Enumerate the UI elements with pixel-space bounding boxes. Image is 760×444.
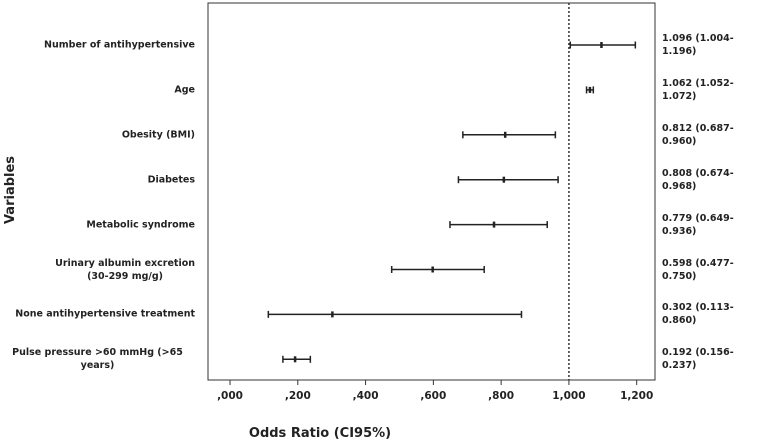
x-tick-label: 1,200: [620, 390, 653, 402]
plot-frame: [207, 2, 656, 381]
variable-label: Age: [174, 84, 195, 96]
value-label: 1.096 (1.004-1.196): [662, 33, 734, 57]
x-tick-label: ,000: [217, 390, 243, 402]
value-label: 0.812 (0.687-0.960): [662, 122, 734, 147]
x-axis-label: Odds Ratio (CI95%): [249, 426, 391, 441]
value-label: 0.192 (0.156-0.237): [662, 347, 734, 372]
variable-label: Obesity (BMI): [121, 129, 195, 141]
variable-label: Pulse pressure >60 mmHg (>65 years): [12, 347, 183, 372]
variable-label: Urinary albumin excretion (30-299 mg/g): [55, 257, 195, 282]
value-label: 0.808 (0.674-0.968): [662, 167, 734, 192]
variable-label: None antihypertensive treatment: [15, 308, 195, 320]
value-label: 0.302 (0.113-0.860): [662, 302, 734, 327]
x-tick-label: ,200: [285, 390, 311, 402]
value-label: 0.779 (0.649-0.936): [662, 212, 734, 237]
variable-label: Diabetes: [147, 174, 195, 186]
value-label: 1.062 (1.052-1.072): [662, 77, 734, 102]
y-axis-label: Variables: [3, 156, 18, 224]
x-tick-label: 1,000: [552, 390, 585, 402]
x-tick-label: ,400: [353, 390, 379, 402]
x-tick-label: ,800: [488, 390, 514, 402]
x-tick-label: ,600: [420, 390, 446, 402]
variable-label: Metabolic syndrome: [86, 219, 195, 231]
value-label: 0.598 (0.477-0.750): [662, 257, 734, 282]
variable-label: Number of antihypertensive: [44, 39, 195, 51]
